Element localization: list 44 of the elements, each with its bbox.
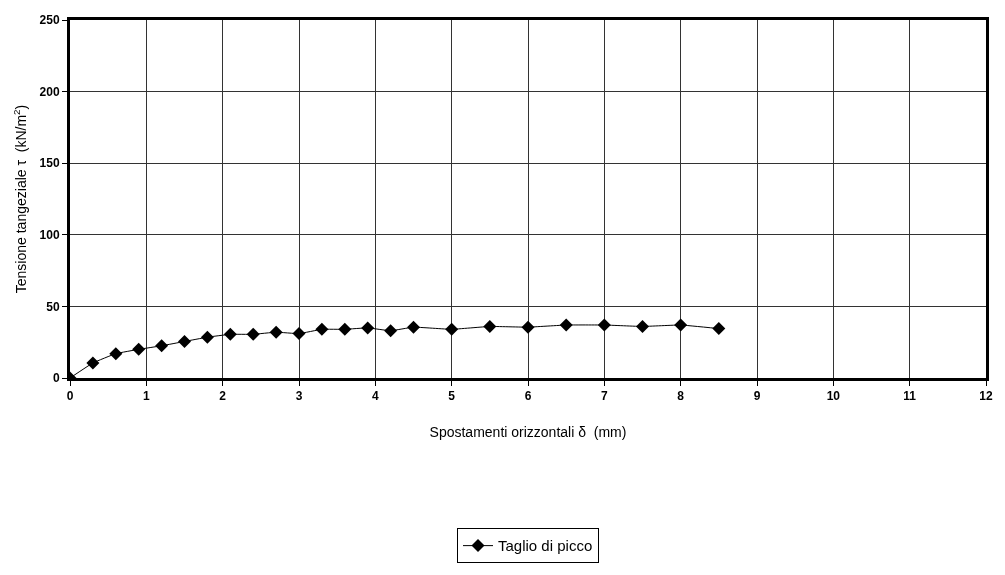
point [338,322,352,336]
x-tick-label: 5 [448,389,456,404]
point [292,327,306,341]
point [109,347,123,361]
point [155,339,169,353]
x-tick-label: 2 [219,389,227,404]
point [712,322,726,336]
y-tick-label: 50 [46,299,60,314]
x-tick-label: 11 [903,389,917,404]
point [86,356,100,370]
y-tick-label: 200 [39,84,60,99]
point [132,342,146,356]
point [361,321,375,335]
legend-label: Taglio di picco [498,537,593,555]
point [407,320,420,334]
x-axis-title: Spostamenti orizzontali δ (mm) [429,423,627,440]
x-tick-label: 1 [142,389,150,404]
y-tick-label: 250 [39,13,60,28]
point [315,322,329,336]
x-tick-label: 7 [600,389,608,404]
point [559,318,573,332]
y-tick-label: 100 [39,228,60,242]
x-tick-label: 4 [371,389,379,404]
point [521,320,535,334]
point [200,330,214,344]
point [223,327,237,341]
point [246,327,260,341]
x-tick-label: 9 [753,389,761,404]
point [384,324,398,338]
x-tick-label: 6 [524,389,532,404]
x-tick-label: 12 [979,389,993,404]
point [483,319,497,333]
x-tick-label: 10 [826,389,841,404]
x-tick-label: 8 [677,389,685,404]
point [178,334,191,348]
point [269,325,283,339]
x-tick-label: 0 [66,389,74,404]
x-tick-label: 3 [295,389,303,404]
y-tick-label: 150 [39,156,60,171]
y-tick-label: 0 [52,371,60,386]
point [674,318,688,332]
point [636,319,649,333]
point [597,318,611,332]
point [445,322,459,336]
